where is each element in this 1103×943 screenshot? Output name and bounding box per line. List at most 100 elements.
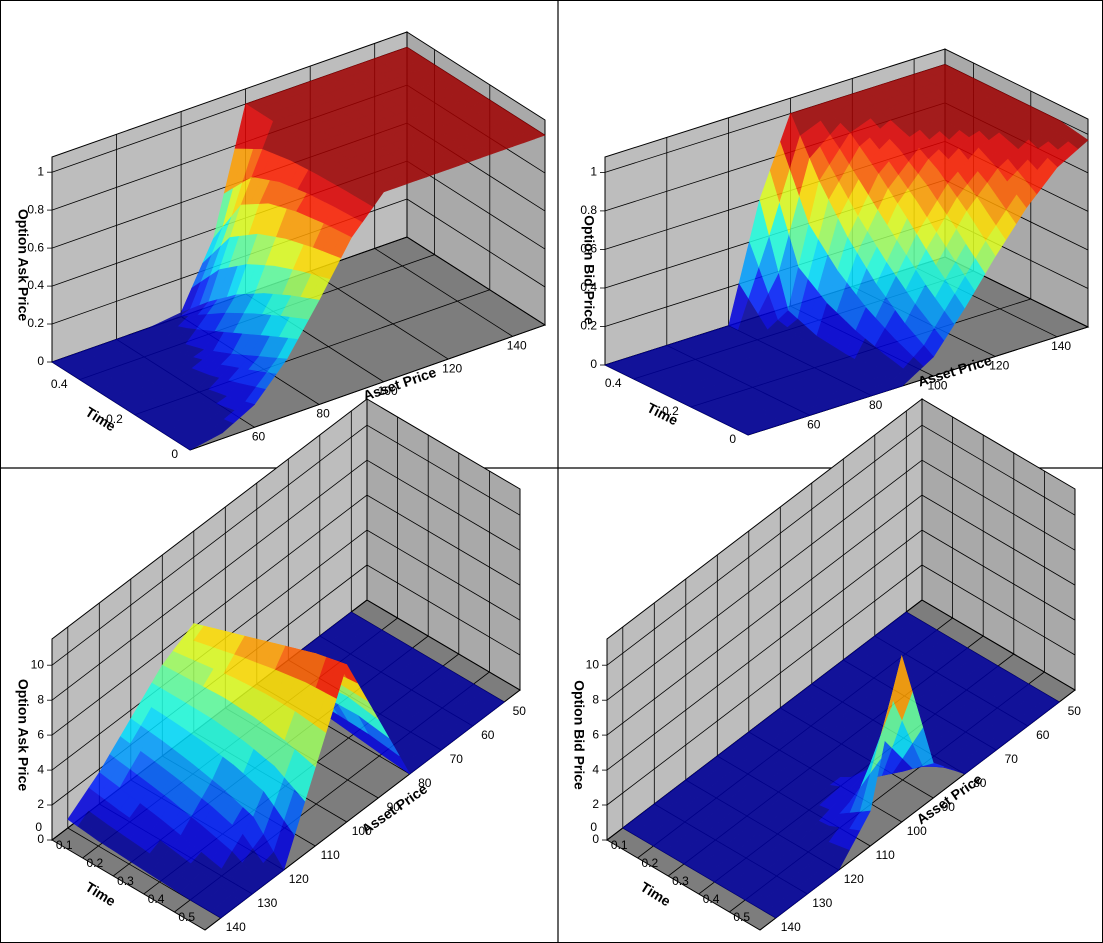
x-tick-label: 100 <box>907 824 927 838</box>
x-tick-label: 90 <box>942 800 956 814</box>
z-tick-label: 6 <box>37 727 44 741</box>
x-tick-label: 140 <box>507 339 527 353</box>
z-tick-label: 0 <box>592 832 599 846</box>
y-tick-label: 0.2 <box>106 412 123 426</box>
x-tick-label: 110 <box>321 848 340 862</box>
y-tick-label: 0.2 <box>87 856 104 870</box>
x-tick-label: 60 <box>807 418 821 432</box>
x-tick-label: 50 <box>513 704 527 718</box>
grid-line <box>606 459 923 701</box>
grid-line <box>606 564 923 806</box>
z-axis-label: Option Ask Price <box>15 209 31 322</box>
z-tick-label: 0.4 <box>580 280 597 294</box>
x-tick-label: 90 <box>387 800 401 814</box>
grid-line <box>51 459 368 701</box>
x-tick-label: 60 <box>252 429 266 443</box>
y-tick-label: 0.4 <box>703 892 720 906</box>
y-tick-label: 0.5 <box>178 910 195 924</box>
z-tick-label: 2 <box>592 797 599 811</box>
y-tick-label: 0 <box>729 432 736 446</box>
x-tick-label: 130 <box>257 896 277 910</box>
x-tick-label: 60 <box>1036 728 1050 742</box>
y-tick-label: 0.4 <box>51 377 68 391</box>
x-tick-label: 70 <box>450 752 464 766</box>
grid-line <box>366 529 521 621</box>
surface <box>622 611 1060 919</box>
grid-line <box>406 236 546 326</box>
grid-line <box>921 424 1076 516</box>
surface <box>67 611 505 919</box>
z-tick-label: 0.8 <box>580 203 597 217</box>
x-tick-label: 110 <box>876 848 895 862</box>
z-axis-label: Option Ask Price <box>15 679 31 792</box>
z-tick-label: 10 <box>586 657 600 671</box>
grid-line <box>606 529 923 771</box>
grid-line <box>921 459 1076 551</box>
z-tick-label: 1 <box>590 165 597 179</box>
x-tick-label: 50 <box>1068 704 1082 718</box>
x-tick-label: 140 <box>781 920 801 934</box>
z-tick-label: 1 <box>37 164 44 178</box>
grid-line <box>366 564 521 656</box>
grid-line <box>51 494 368 736</box>
y-tick-label: 0.3 <box>117 874 134 888</box>
z-tick-label: 0.6 <box>580 242 597 256</box>
y-tick-label: 0.4 <box>605 376 622 390</box>
x-tick-label: 130 <box>812 896 832 910</box>
x-tick-label: 80 <box>869 398 883 412</box>
grid-line <box>374 248 513 337</box>
z-tick-label: 0.2 <box>580 319 597 333</box>
y-tick-label: 0.5 <box>733 910 750 924</box>
y-tick-label: 0.1 <box>611 838 628 852</box>
z-tick-label: 0.2 <box>27 316 44 330</box>
surface-patch <box>180 438 202 451</box>
grid-line <box>606 424 923 666</box>
x-tick-label: 60 <box>481 728 495 742</box>
z-tick-label: 0 <box>37 832 44 846</box>
grid-line <box>366 599 521 691</box>
y-tick-label: 0.2 <box>662 404 679 418</box>
z-tick-label: 0 <box>590 357 597 371</box>
z-tick-label: 0.6 <box>27 240 44 254</box>
x-tick-label: 70 <box>1005 752 1019 766</box>
x-tick-label: 80 <box>418 776 432 790</box>
grid-line <box>921 599 1076 691</box>
surface-patch <box>737 426 760 436</box>
y-tick-label: 0.2 <box>642 856 659 870</box>
z-tick-label: 2 <box>37 797 44 811</box>
z-axis-label: Option Bid Price <box>571 680 587 790</box>
x-tick-label: 120 <box>844 872 864 886</box>
surface <box>604 64 1089 436</box>
y-tick-label: 0 <box>590 820 597 834</box>
grid-line <box>366 494 521 586</box>
x-tick-label: 100 <box>378 384 398 398</box>
grid-line <box>921 529 1076 621</box>
z-tick-label: 6 <box>592 727 599 741</box>
grid-line <box>189 324 546 451</box>
z-tick-label: 10 <box>31 657 45 671</box>
x-tick-label: 100 <box>352 824 372 838</box>
grid-line <box>366 459 521 551</box>
x-tick-label: 120 <box>989 359 1009 373</box>
x-tick-label: 120 <box>289 872 309 886</box>
z-tick-label: 0.4 <box>27 278 44 292</box>
surface-patch <box>210 902 232 919</box>
y-tick-label: 0 <box>171 447 178 461</box>
grid-line <box>406 198 546 288</box>
z-tick-label: 4 <box>37 762 44 776</box>
x-tick-label: 80 <box>316 407 330 421</box>
z-tick-label: 4 <box>592 762 599 776</box>
y-tick-label: 0 <box>35 820 42 834</box>
y-tick-label: 0.4 <box>148 892 165 906</box>
z-tick-label: 0 <box>37 354 44 368</box>
x-tick-label: 80 <box>973 776 987 790</box>
z-axis-label: Option Bid Price <box>581 215 597 325</box>
x-tick-label: 100 <box>927 378 947 392</box>
surface <box>51 46 546 451</box>
y-tick-label: 0.1 <box>56 838 73 852</box>
grid-line <box>366 424 521 516</box>
grid-line <box>309 270 449 360</box>
x-tick-label: 120 <box>442 361 462 375</box>
